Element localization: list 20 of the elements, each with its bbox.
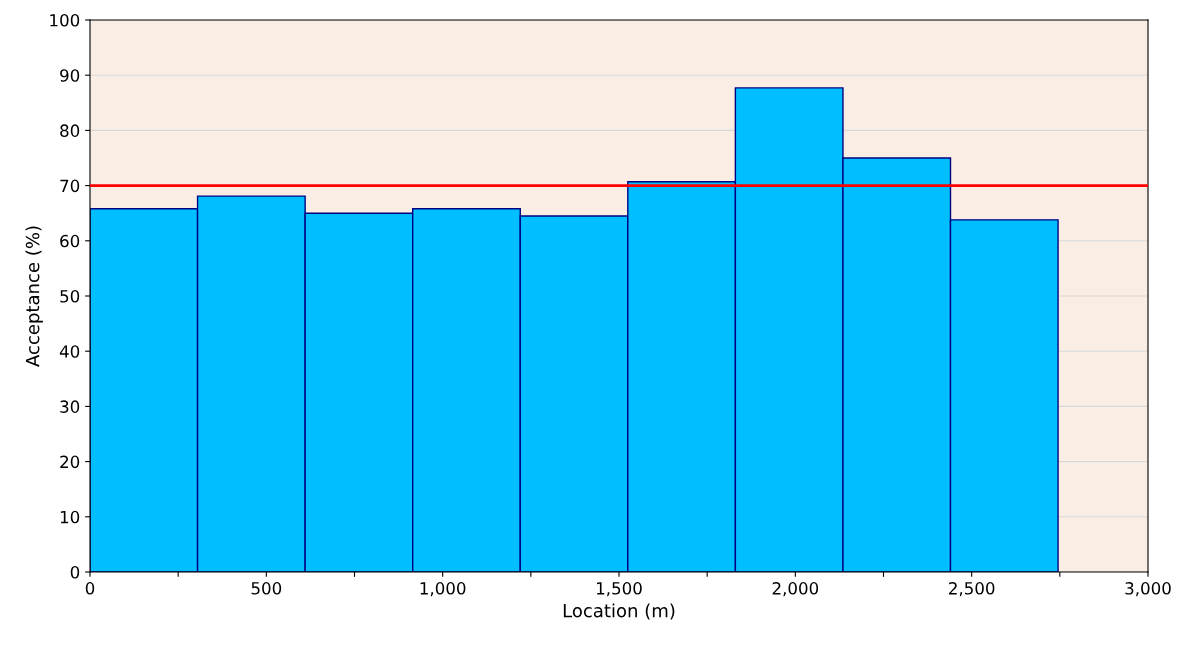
y-tick-label: 100: [50, 13, 80, 27]
x-tick-label: 500: [251, 582, 282, 595]
y-tick-label: 10: [60, 510, 80, 524]
x-axis-title: Location (m): [563, 603, 675, 620]
y-tick-label: 80: [60, 124, 80, 137]
y-tick-label: 60: [60, 234, 80, 248]
x-tick-label: 0: [85, 582, 95, 595]
y-tick-label: 30: [60, 400, 80, 413]
y-tick-label: 90: [60, 69, 80, 82]
y-tick-label: 70: [60, 179, 80, 193]
x-tick-label: 2,000: [772, 582, 819, 597]
y-tick-label: 0: [70, 565, 80, 579]
x-tick-label: 1,000: [420, 582, 466, 597]
x-tick-label: 2,500: [949, 582, 995, 597]
y-tick-label: 50: [60, 289, 80, 303]
y-axis-title: Acceptance (%): [25, 226, 43, 367]
y-tick-label: 40: [59, 345, 80, 358]
x-tick-label: 3,000: [1125, 582, 1171, 597]
x-tick-label: 1,500: [596, 582, 642, 597]
y-tick-label: 20: [60, 455, 80, 469]
